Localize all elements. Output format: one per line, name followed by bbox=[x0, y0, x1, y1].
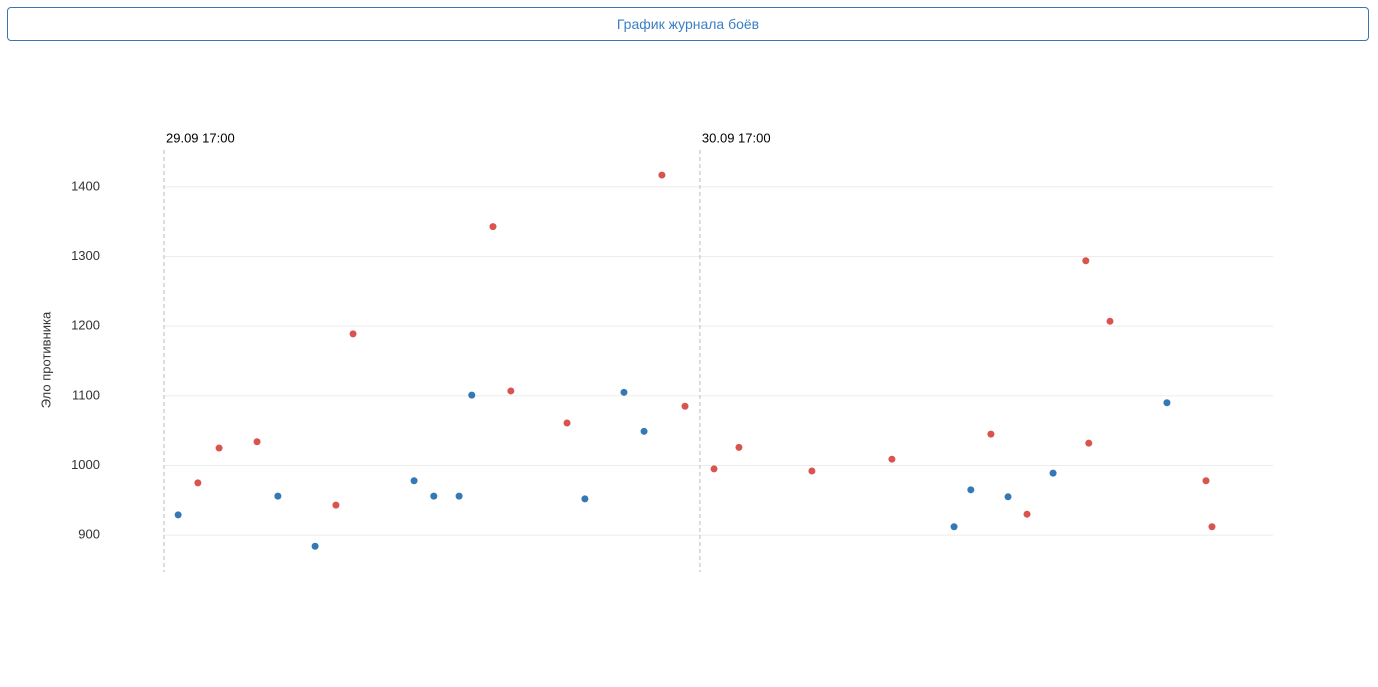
point bbox=[681, 402, 689, 410]
point bbox=[410, 477, 418, 485]
point bbox=[1208, 523, 1216, 531]
point bbox=[563, 419, 571, 427]
point bbox=[194, 479, 202, 487]
point bbox=[987, 430, 995, 438]
y-tick-label: 900 bbox=[78, 527, 100, 542]
x-tick-label: 29.09 17:00 bbox=[166, 130, 235, 145]
page: График журнала боёв Эло противника 900 10… bbox=[7, 7, 1369, 572]
point bbox=[1085, 439, 1093, 447]
point bbox=[581, 495, 589, 503]
chart-button[interactable]: График журнала боёв bbox=[7, 7, 1369, 41]
point bbox=[1106, 317, 1114, 325]
point bbox=[174, 511, 182, 519]
point bbox=[253, 438, 261, 446]
point bbox=[215, 444, 223, 452]
point bbox=[1049, 469, 1057, 477]
point bbox=[1163, 399, 1171, 407]
point bbox=[1023, 510, 1031, 518]
point bbox=[489, 223, 497, 231]
point bbox=[808, 467, 816, 475]
point bbox=[710, 465, 718, 473]
y-tick-label: 1200 bbox=[71, 318, 100, 333]
point bbox=[332, 501, 340, 509]
point bbox=[967, 486, 975, 494]
y-tick-label: 1300 bbox=[71, 248, 100, 263]
point bbox=[468, 391, 476, 399]
y-tick-label: 1000 bbox=[71, 457, 100, 472]
point bbox=[349, 330, 357, 338]
point bbox=[888, 455, 896, 463]
y-tick-label: 1400 bbox=[71, 178, 100, 193]
point bbox=[430, 492, 438, 500]
point bbox=[1004, 493, 1012, 501]
point bbox=[507, 387, 515, 395]
point bbox=[735, 443, 743, 451]
point bbox=[1082, 257, 1090, 265]
point bbox=[640, 427, 648, 435]
point bbox=[274, 492, 282, 500]
point bbox=[1202, 477, 1210, 485]
point bbox=[658, 171, 666, 179]
x-tick-label: 30.09 17:00 bbox=[702, 130, 771, 145]
point bbox=[950, 523, 958, 531]
chart: Эло противника 900 1000 1100 1200 1300 1400 29… bbox=[38, 130, 1273, 572]
point bbox=[620, 388, 628, 396]
point bbox=[455, 492, 463, 500]
y-tick-label: 1100 bbox=[72, 387, 100, 402]
point bbox=[311, 542, 319, 550]
y-axis-label: Эло противника bbox=[38, 311, 53, 408]
